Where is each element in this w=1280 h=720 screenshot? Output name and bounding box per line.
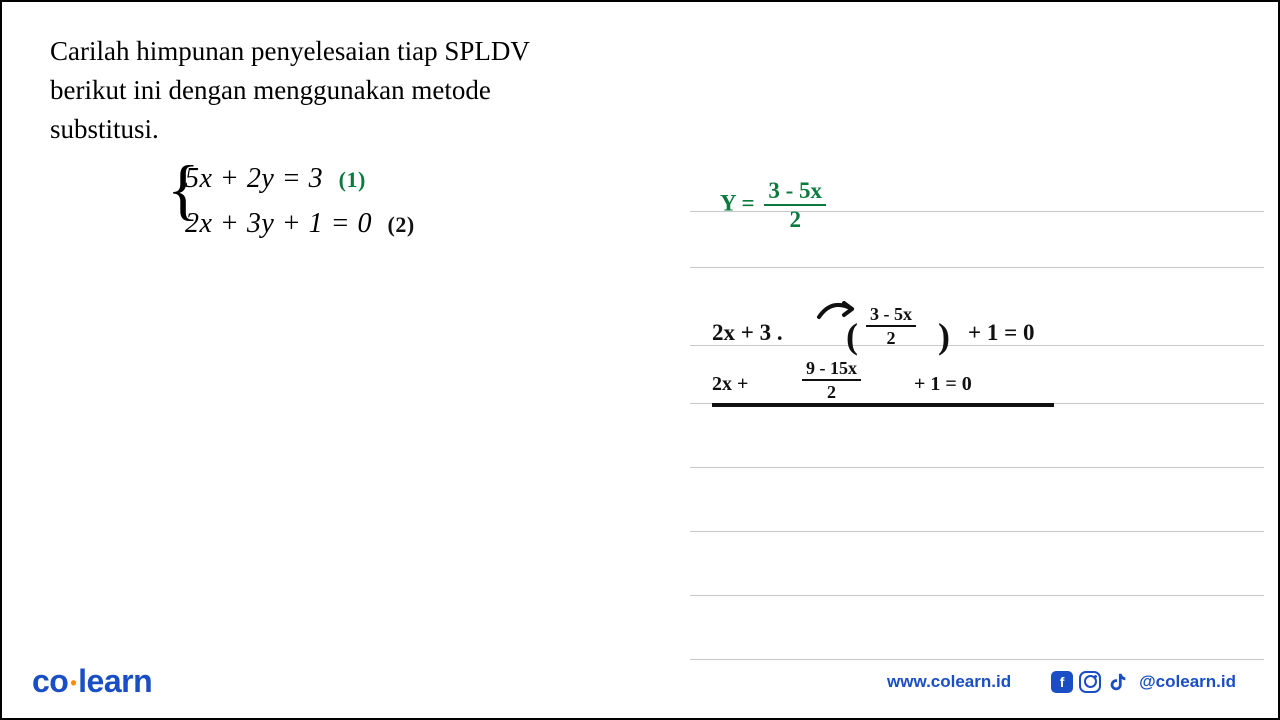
work-step-2-lparen: ( <box>846 315 858 357</box>
equation-1: 5x + 2y = 3 <box>185 163 323 194</box>
logo-learn: learn <box>78 663 152 699</box>
step3-numerator: 9 - 15x <box>802 359 861 381</box>
work-step-2-tail: + 1 = 0 <box>968 320 1034 346</box>
question-line-2: berikut ini dengan menggunakan metode <box>50 75 491 105</box>
work-step-3-frac: 9 - 15x 2 <box>798 359 865 401</box>
ruled-line <box>690 531 1264 532</box>
work-step-3-tail: + 1 = 0 <box>914 373 972 396</box>
instagram-icon[interactable] <box>1079 671 1101 693</box>
underline-step3 <box>712 403 1054 407</box>
work-step-3-a: 2x + <box>712 373 748 396</box>
step3-denominator: 2 <box>802 381 861 401</box>
work-step-2-frac: 3 - 5x 2 <box>862 305 920 347</box>
equation-system: { 5x + 2y = 3 (1) 2x + 3y + 1 = 0 (2) <box>185 157 580 247</box>
equation-2: 2x + 3y + 1 = 0 <box>185 208 372 239</box>
ruled-line <box>690 595 1264 596</box>
website-link[interactable]: www.colearn.id <box>887 672 1011 692</box>
step2-numerator: 3 - 5x <box>866 305 916 327</box>
left-brace: { <box>167 157 200 222</box>
question-block: Carilah himpunan penyelesaian tiap SPLDV… <box>50 32 580 247</box>
work-step-1: Y = 3 - 5x 2 <box>720 179 830 231</box>
work-step-2-rparen: ) <box>938 315 950 357</box>
logo-dot-icon: • <box>70 673 76 693</box>
question-line-3: substitusi. <box>50 114 159 144</box>
equation-2-tag: (2) <box>388 212 415 237</box>
tiktok-icon[interactable] <box>1107 671 1129 693</box>
logo: co•learn <box>32 663 152 700</box>
step2-denominator: 2 <box>866 327 916 347</box>
ruled-line <box>690 659 1264 660</box>
footer: co•learn www.colearn.id f @colearn.id <box>2 663 1278 700</box>
ruled-line <box>690 267 1264 268</box>
question-line-1: Carilah himpunan penyelesaian tiap SPLDV <box>50 36 530 66</box>
socials: f @colearn.id <box>1051 671 1236 693</box>
facebook-icon[interactable]: f <box>1051 671 1073 693</box>
logo-co: co <box>32 663 68 699</box>
step1-numerator: 3 - 5x <box>764 179 826 206</box>
step1-prefix: Y = <box>720 190 755 215</box>
ruled-line <box>690 467 1264 468</box>
social-handle[interactable]: @colearn.id <box>1139 672 1236 692</box>
work-step-2-a: 2x + 3 . <box>712 320 783 346</box>
equation-1-tag: (1) <box>339 167 366 192</box>
step1-denominator: 2 <box>764 206 826 231</box>
